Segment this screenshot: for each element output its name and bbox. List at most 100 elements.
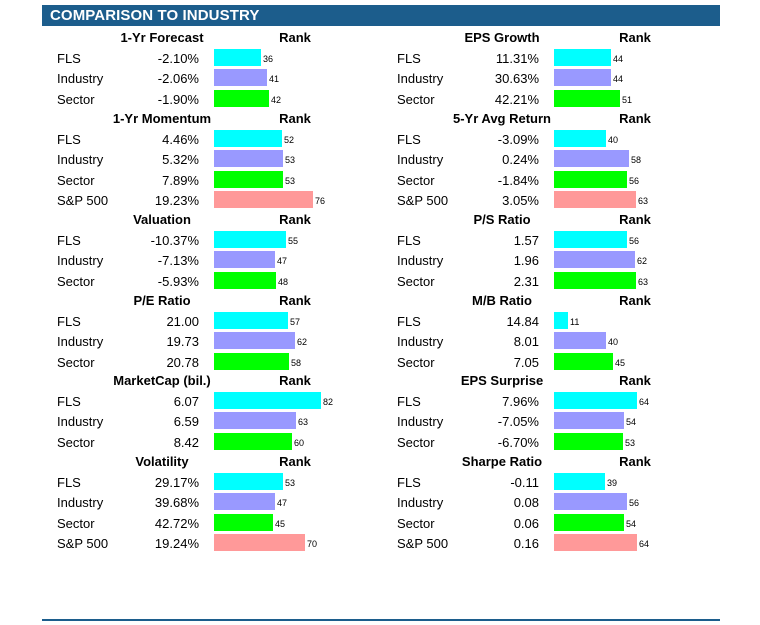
row-value: 2.31	[513, 273, 539, 289]
table-row: FLS 1.57 56	[382, 230, 702, 250]
rank-bar	[554, 69, 611, 87]
metric-panel: P/S Ratio Rank FLS 1.57 56 Industry 1.96 62 Sect…	[382, 212, 702, 291]
row-label: Sector	[57, 515, 95, 531]
table-row: Sector -1.90% 42	[42, 89, 362, 109]
rank-bar	[554, 432, 623, 450]
rank-header: Rank	[619, 111, 651, 126]
panel-title: Valuation	[133, 212, 191, 227]
rank-number: 41	[269, 74, 280, 85]
row-label: FLS	[397, 394, 421, 409]
panel-title: P/E Ratio	[133, 293, 191, 308]
row-value: 42.21%	[494, 91, 539, 107]
rank-header: Rank	[619, 373, 651, 388]
row-label: S&P 500	[397, 192, 449, 208]
metric-panel: EPS Surprise Rank FLS 7.96% 64 Industry -7.05%…	[382, 373, 702, 452]
table-row: Sector 8.42 60	[42, 432, 362, 452]
rank-bar	[554, 352, 613, 370]
row-label: Industry	[397, 334, 444, 350]
row-label: S&P 500	[57, 192, 109, 208]
row-value: -7.13%	[157, 253, 199, 269]
table-row: FLS 7.96% 64	[382, 391, 702, 411]
rank-header: Rank	[619, 30, 651, 45]
row-label: FLS	[57, 314, 81, 329]
table-row: Sector 20.78 58	[42, 352, 362, 372]
table-row: Industry 19.73 62	[42, 331, 362, 351]
rank-number: 56	[629, 498, 640, 509]
rank-bar	[214, 251, 275, 269]
row-value: -2.06%	[157, 71, 199, 87]
row-value: 20.78	[166, 354, 199, 370]
rank-bar	[554, 513, 624, 531]
table-row: Sector 42.21% 51	[382, 89, 702, 109]
rank-bar	[554, 231, 627, 248]
rank-bar	[214, 493, 275, 511]
rank-number: 36	[263, 54, 274, 64]
row-value: 29.17%	[154, 475, 199, 490]
rank-bar	[554, 271, 636, 289]
row-label: FLS	[57, 394, 81, 409]
table-row: FLS 21.00 57	[42, 311, 362, 331]
row-value: 42.72%	[154, 515, 199, 531]
rank-number: 57	[290, 317, 301, 327]
rank-number: 64	[639, 397, 650, 407]
row-value: 0.06	[513, 515, 539, 531]
rank-bar	[214, 150, 283, 168]
rank-number: 63	[298, 417, 309, 428]
panel-title: Volatility	[135, 454, 189, 469]
rank-number: 63	[638, 276, 649, 287]
row-value: -7.05%	[497, 414, 539, 430]
metric-panel: Valuation Rank FLS -10.37% 55 Industry -7.13% 4…	[42, 212, 362, 291]
row-label: Industry	[57, 152, 104, 168]
rank-bar	[214, 352, 289, 370]
row-value: 19.24%	[154, 535, 199, 551]
table-row: S&P 500 3.05% 63	[382, 190, 702, 210]
rank-bar	[214, 89, 269, 107]
row-label: Sector	[397, 515, 435, 531]
table-row: Sector 7.05 45	[382, 352, 702, 372]
row-value: 6.07	[173, 394, 199, 409]
row-value: 1.96	[513, 253, 539, 269]
rank-bar	[554, 473, 605, 490]
row-value: 7.05	[513, 354, 539, 370]
rank-number: 48	[278, 276, 289, 287]
table-row: Sector 0.06 54	[382, 513, 702, 533]
row-value: -0.11	[510, 475, 539, 490]
table-row: FLS -10.37% 55	[42, 230, 362, 250]
row-value: -1.90%	[157, 91, 199, 107]
row-label: Sector	[57, 91, 95, 107]
rank-number: 62	[297, 337, 308, 348]
panel-title: 1-Yr Forecast	[120, 30, 204, 45]
rank-bar	[214, 392, 321, 409]
rank-bar	[554, 412, 624, 430]
table-row: FLS 4.46% 52	[42, 129, 362, 149]
table-row: Industry -7.05% 54	[382, 411, 702, 431]
panel-title: EPS Surprise	[460, 373, 544, 388]
table-row: Industry 5.32% 53	[42, 149, 362, 169]
row-label: Sector	[397, 354, 435, 370]
table-row: FLS -2.10% 36	[42, 48, 362, 68]
rank-bar	[214, 190, 313, 208]
row-label: Sector	[397, 91, 435, 107]
rank-bar	[214, 312, 288, 329]
row-label: Industry	[397, 414, 444, 430]
rank-header: Rank	[619, 212, 651, 227]
rank-bar	[214, 513, 273, 531]
rank-header: Rank	[279, 454, 311, 469]
rank-number: 53	[285, 175, 296, 186]
panel-title: 5-Yr Avg Return	[453, 111, 551, 126]
rank-bar	[214, 271, 276, 289]
row-label: FLS	[57, 233, 81, 248]
rank-number: 45	[615, 357, 626, 368]
row-label: Industry	[397, 71, 444, 87]
rank-bar	[214, 533, 305, 551]
row-value: 11.31%	[495, 51, 539, 66]
row-value: 0.08	[513, 495, 539, 511]
rank-bar	[554, 392, 637, 409]
row-label: Sector	[57, 434, 95, 450]
table-row: Sector 2.31 63	[382, 271, 702, 291]
rank-number: 63	[638, 195, 649, 206]
table-row: Sector -1.84% 56	[382, 170, 702, 190]
row-value: 8.01	[513, 334, 539, 350]
metric-panel: MarketCap (bil.) Rank FLS 6.07 82 Industry 6.5…	[42, 373, 362, 452]
rank-header: Rank	[279, 30, 311, 45]
